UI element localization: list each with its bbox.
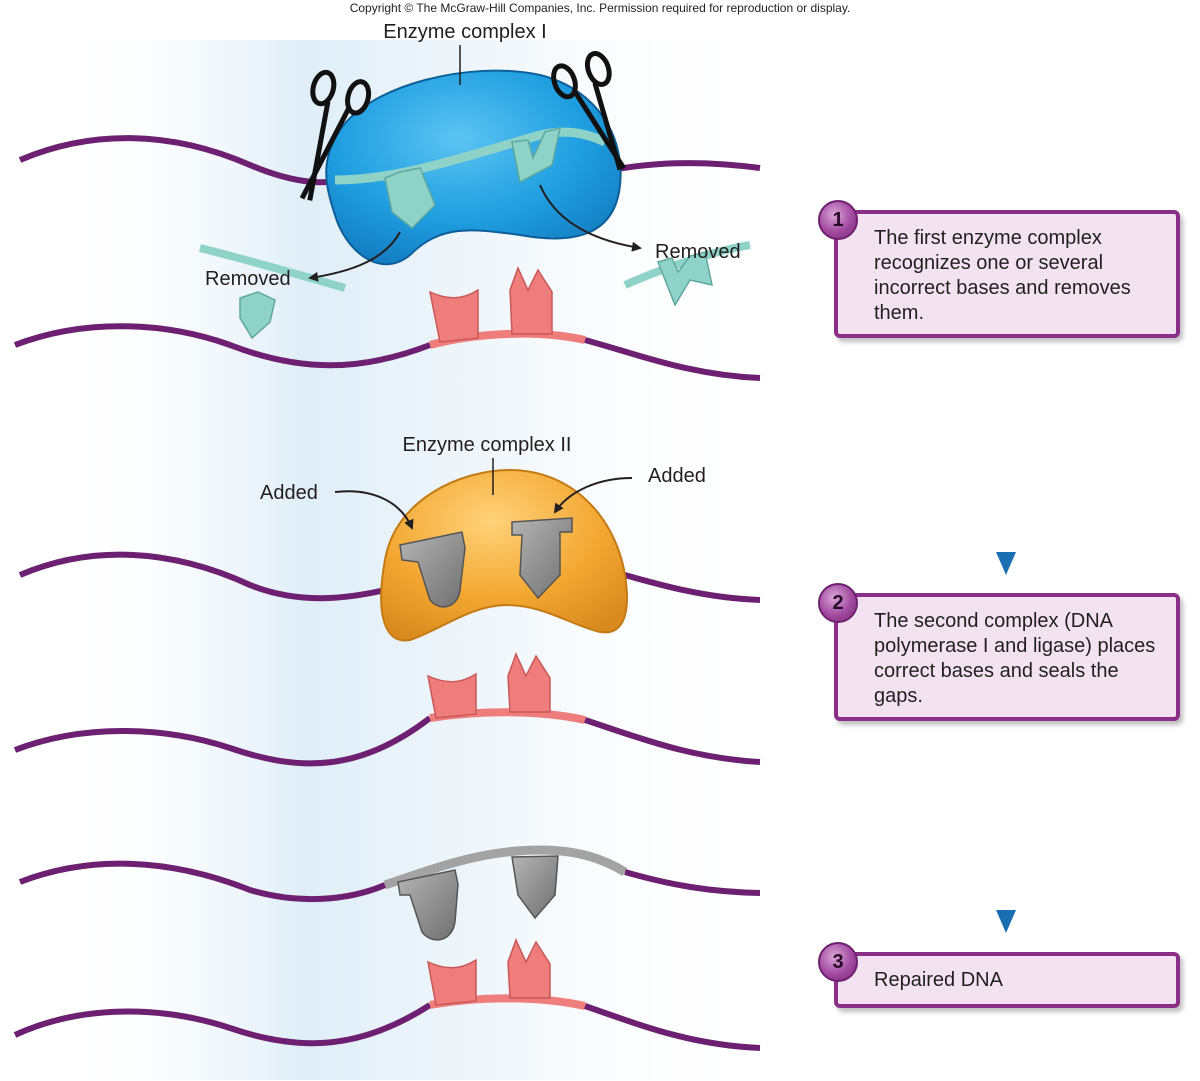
arrow-added-right: [553, 477, 633, 514]
label-enzyme-complex-2: Enzyme complex II: [403, 434, 572, 456]
arrow-added-left: [334, 490, 414, 530]
dna-strand-bottom-1-right: [584, 337, 761, 381]
flow-arrow-1-head: [996, 552, 1016, 575]
incorrect-base-1: [384, 167, 436, 230]
label-removed-left: Removed: [205, 268, 291, 290]
repaired-dna-segment: [383, 845, 628, 890]
complement-base-2b: [507, 652, 551, 713]
step-3-box: 3 Repaired DNA: [818, 942, 1180, 1008]
repaired-base-2: [511, 855, 559, 920]
dna-strand-bottom-1-left: [13, 323, 432, 369]
scissors-left-icon: [299, 69, 372, 201]
step-2-text: The second complex (DNA polymerase I and…: [874, 610, 1156, 707]
removed-segment-left: [199, 244, 347, 292]
step-3-text: Repaired DNA: [874, 969, 1003, 991]
added-base-2: [511, 517, 573, 600]
label-added-right: Added: [648, 465, 706, 487]
dna-strand-bottom-2-left: [13, 715, 432, 767]
flow-arrow-2-head: [996, 910, 1016, 933]
complement-base-3b: [507, 938, 551, 999]
removed-base-right: [656, 251, 713, 307]
dna-strand-top-2-left: [18, 551, 406, 602]
incorrect-base-2: [511, 126, 561, 184]
added-base-1: [399, 531, 466, 608]
copyright-text: Copyright © The McGraw-Hill Companies, I…: [350, 1, 851, 15]
step-2-number-badge: 2: [818, 583, 858, 623]
dna-strand-top-3-right: [624, 869, 761, 896]
label-removed-right: Removed: [655, 241, 741, 263]
complement-base-3a: [427, 958, 477, 1006]
removed-base-left: [239, 291, 276, 340]
repaired-base-1: [397, 869, 459, 941]
step-1-text: The first enzyme complex recognizes one …: [874, 227, 1131, 324]
dna-strand-bottom-2-right: [584, 717, 761, 765]
step-2-box: 2 The second complex (DNA polymerase I a…: [818, 583, 1180, 721]
step-3-number-badge: 3: [818, 942, 858, 982]
step-1-box: 1 The first enzyme complex recognizes on…: [818, 200, 1180, 338]
scissors-right-icon: [551, 51, 626, 171]
arrow-removed-left: [308, 231, 401, 282]
complement-base-1b: [509, 266, 553, 335]
dna-strand-bottom-3-right: [584, 1003, 761, 1051]
step-1-number-badge: 1: [818, 200, 858, 240]
complement-base-1a: [428, 288, 479, 343]
dna-strand-top-3-left: [18, 860, 387, 903]
complement-base-2a: [426, 672, 477, 719]
label-added-left: Added: [260, 482, 318, 504]
dna-strand-bottom-3-left: [13, 1002, 432, 1047]
label-enzyme-complex-1: Enzyme complex I: [383, 21, 546, 43]
arrow-removed-right: [539, 184, 642, 252]
